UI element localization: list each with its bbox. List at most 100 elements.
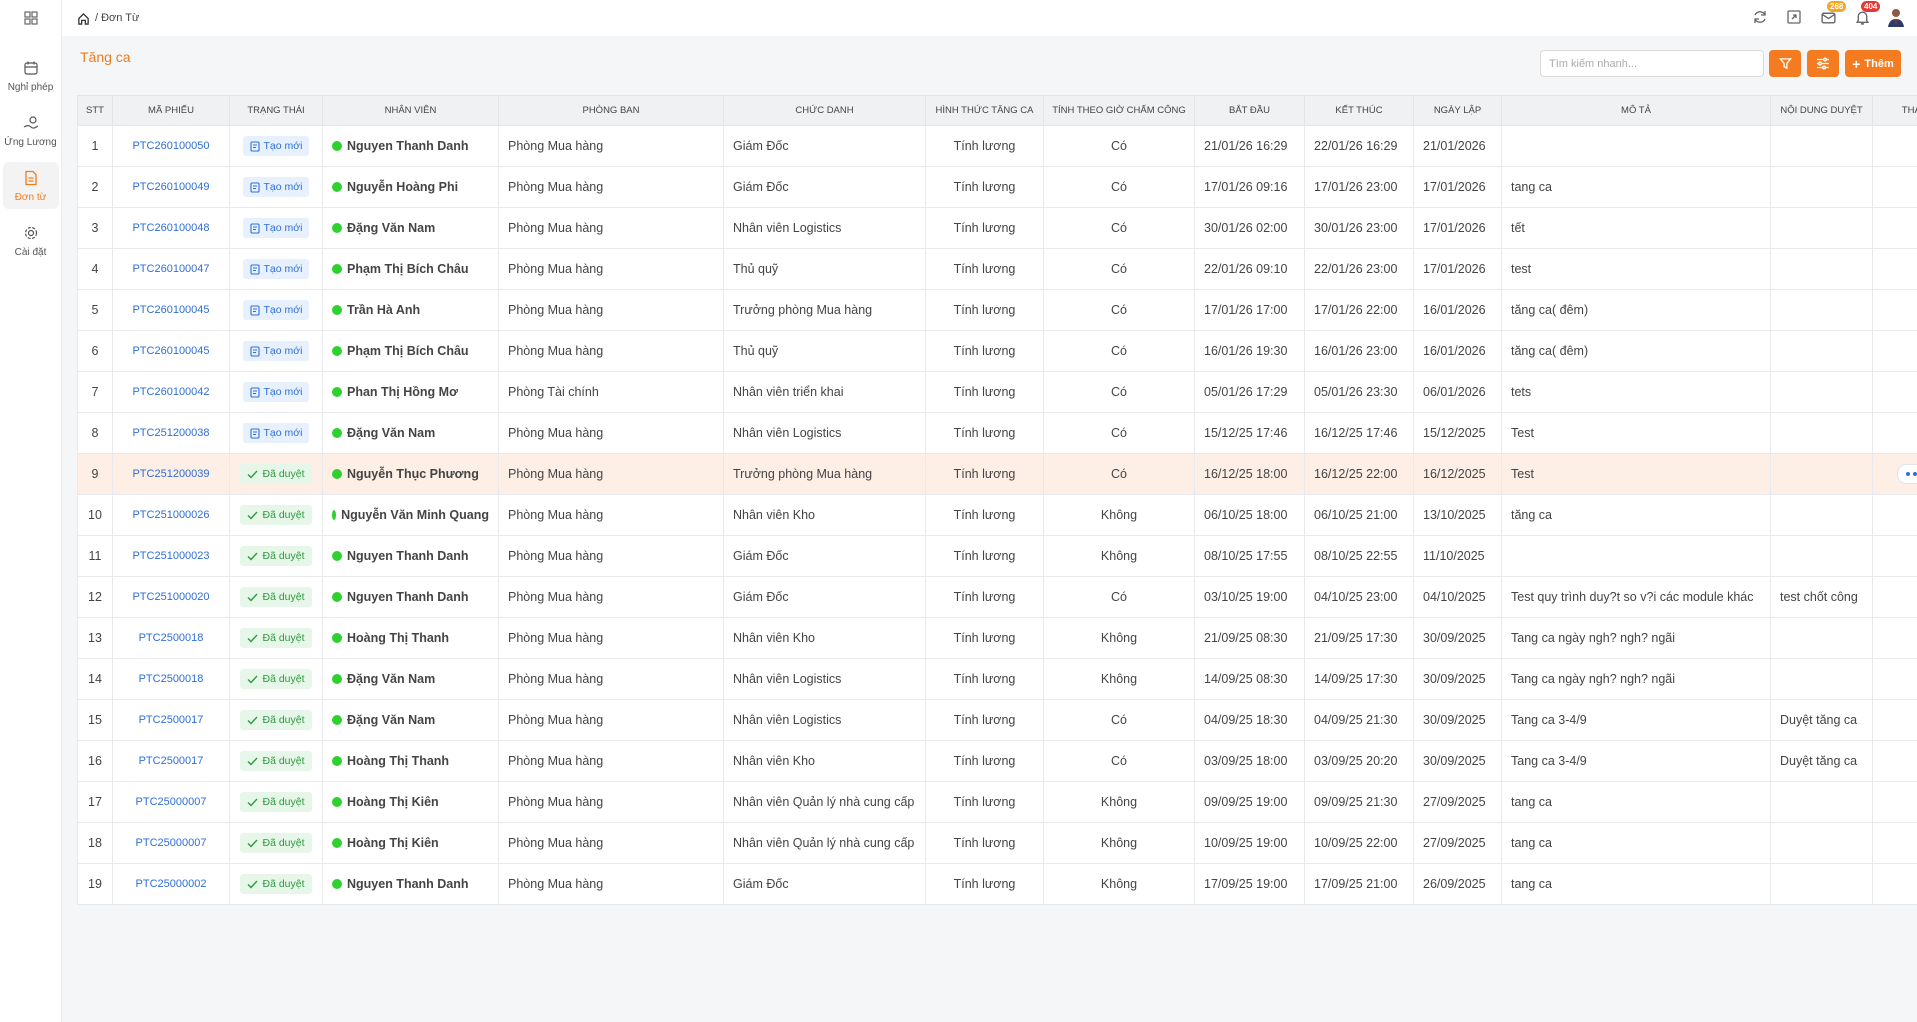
table-row[interactable]: 1 PTC260100050 Tạo mới Nguyen Thanh Danh Phò… <box>77 125 1917 167</box>
table-cell: Duyệt tăng ca <box>1770 740 1873 782</box>
table-cell: 03/09/25 18:00 <box>1194 740 1305 782</box>
status-text: Tạo mới <box>263 181 303 193</box>
table-row[interactable]: 11 PTC251000023 Đã duyệt Nguyen Thanh Danh P… <box>77 535 1917 577</box>
table-row[interactable]: 4 PTC260100047 Tạo mới Phạm Thị Bích Châu Ph… <box>77 248 1917 290</box>
ticket-code[interactable]: PTC25000007 <box>135 796 207 808</box>
table-cell <box>1770 412 1873 454</box>
employee: Trần Hà Anh <box>332 303 489 317</box>
table-row[interactable]: 14 PTC2500018 Đã duyệt Đặng Văn Nam Phòng Mu… <box>77 658 1917 700</box>
table-row[interactable]: 18 PTC25000007 Đã duyệt Hoàng Thị Kiên Phòng… <box>77 822 1917 864</box>
ticket-code[interactable]: PTC2500018 <box>138 632 204 644</box>
table-row[interactable]: 19 PTC25000002 Đã duyệt Nguyen Thanh Danh Ph… <box>77 863 1917 905</box>
ticket-code[interactable]: PTC260100045 <box>132 304 210 316</box>
table-cell: Có <box>1043 371 1195 413</box>
ticket-code[interactable]: PTC25000002 <box>135 878 207 890</box>
apps-button[interactable] <box>0 0 61 36</box>
ticket-code[interactable]: PTC260100047 <box>132 263 210 275</box>
table-cell: Đã duyệt <box>229 535 323 577</box>
employee: Phan Thị Hồng Mơ <box>332 385 489 399</box>
table-cell: Duyệt tăng ca <box>1770 699 1873 741</box>
table-cell: Phòng Mua hàng <box>498 207 724 249</box>
table-cell: Đã duyệt <box>229 740 323 782</box>
ticket-code[interactable]: PTC260100045 <box>132 345 210 357</box>
online-dot <box>332 428 342 438</box>
table-row[interactable]: 6 PTC260100045 Tạo mới Phạm Thị Bích Châu Ph… <box>77 330 1917 372</box>
avatar[interactable] <box>1885 6 1907 28</box>
table-cell: Tính lương <box>925 699 1044 741</box>
table-cell: Phòng Mua hàng <box>498 330 724 372</box>
online-dot <box>332 346 342 356</box>
filter-button[interactable] <box>1769 50 1801 77</box>
notification-button[interactable]: 404 <box>1851 1 1881 28</box>
action-cell <box>1872 207 1917 249</box>
more-button[interactable] <box>1897 464 1917 484</box>
home-icon[interactable] <box>77 12 90 25</box>
table-cell: tang ca <box>1501 863 1771 905</box>
column-header: NHÂN VIÊN <box>322 95 499 126</box>
search-input[interactable]: Tìm kiếm nhanh... <box>1540 50 1764 77</box>
column-settings-button[interactable] <box>1807 50 1839 77</box>
status-badge: Đã duyệt <box>240 751 312 771</box>
ticket-code[interactable]: PTC25000007 <box>135 837 207 849</box>
ticket-code[interactable]: PTC251000026 <box>132 509 210 521</box>
ticket-code[interactable]: PTC2500017 <box>138 755 204 767</box>
ticket-code[interactable]: PTC260100048 <box>132 222 210 234</box>
ticket-code[interactable]: PTC251000023 <box>132 550 210 562</box>
status-icon <box>247 798 258 807</box>
table-cell: Đã duyệt <box>229 576 323 618</box>
ticket-code[interactable]: PTC251000020 <box>132 591 210 603</box>
table-cell: Đã duyệt <box>229 781 323 823</box>
mail-button[interactable]: 268 <box>1817 1 1847 28</box>
status-text: Đã duyệt <box>262 591 305 603</box>
fullscreen-button[interactable] <box>1783 6 1805 28</box>
table-row[interactable]: 7 PTC260100042 Tạo mới Phan Thị Hồng Mơ Phòn… <box>77 371 1917 413</box>
table-cell: test <box>1501 248 1771 290</box>
ticket-code[interactable]: PTC2500017 <box>138 714 204 726</box>
table-cell: Tạo mới <box>229 125 323 167</box>
table-cell: Tính lương <box>925 207 1044 249</box>
table-cell: Không <box>1043 822 1195 864</box>
ticket-code[interactable]: PTC2500018 <box>138 673 204 685</box>
status-icon <box>249 263 260 275</box>
table-row[interactable]: 8 PTC251200038 Tạo mới Đặng Văn Nam Phòng Mu… <box>77 412 1917 454</box>
table-row[interactable]: 9 PTC251200039 Đã duyệt Nguyễn Thục Phương P… <box>77 453 1917 495</box>
status-text: Đã duyệt <box>262 878 305 890</box>
nav-item[interactable]: Ứng Lương <box>3 107 59 154</box>
table-cell: Tính lương <box>925 740 1044 782</box>
table-row[interactable]: 2 PTC260100049 Tạo mới Nguyễn Hoàng Phi Phòn… <box>77 166 1917 208</box>
table-row[interactable]: 13 PTC2500018 Đã duyệt Hoàng Thị Thanh Phòng… <box>77 617 1917 659</box>
nav-item[interactable]: Cài đặt <box>3 217 59 264</box>
table-row[interactable]: 12 PTC251000020 Đã duyệt Nguyen Thanh Danh P… <box>77 576 1917 618</box>
table-cell: Phòng Mua hàng <box>498 289 724 331</box>
employee-name: Nguyen Thanh Danh <box>347 139 469 153</box>
table-row[interactable]: 15 PTC2500017 Đã duyệt Đặng Văn Nam Phòng Mu… <box>77 699 1917 741</box>
table-cell: Thủ quỹ <box>723 248 926 290</box>
table-cell: 17/01/2026 <box>1413 207 1502 249</box>
table-cell: 16/01/2026 <box>1413 330 1502 372</box>
add-button[interactable]: + Thêm <box>1845 50 1901 77</box>
ticket-code[interactable]: PTC260100050 <box>132 140 210 152</box>
table-cell: PTC2500017 <box>112 699 230 741</box>
status-text: Tạo mới <box>263 140 303 152</box>
ticket-code[interactable]: PTC260100049 <box>132 181 210 193</box>
refresh-button[interactable] <box>1749 6 1771 28</box>
table-cell: Phòng Mua hàng <box>498 494 724 536</box>
online-dot <box>332 264 342 274</box>
nav-item-active[interactable]: Đơn từ <box>2 162 59 209</box>
nav-item[interactable]: Nghỉ phép <box>3 52 59 99</box>
table-cell: 14 <box>77 658 113 700</box>
table-row[interactable]: 16 PTC2500017 Đã duyệt Hoàng Thị Thanh Phòng… <box>77 740 1917 782</box>
table-row[interactable]: 3 PTC260100048 Tạo mới Đặng Văn Nam Phòng Mu… <box>77 207 1917 249</box>
table-row[interactable]: 17 PTC25000007 Đã duyệt Hoàng Thị Kiên Phòng… <box>77 781 1917 823</box>
table-row[interactable]: 10 PTC251000026 Đã duyệt Nguyễn Văn Minh Qu… <box>77 494 1917 536</box>
action-cell <box>1872 289 1917 331</box>
table-row[interactable]: 5 PTC260100045 Tạo mới Trần Hà Anh Phòng Mua… <box>77 289 1917 331</box>
table-cell: 17/01/26 22:00 <box>1304 289 1414 331</box>
ticket-code[interactable]: PTC251200039 <box>132 468 210 480</box>
ticket-code[interactable]: PTC260100042 <box>132 386 210 398</box>
employee: Nguyen Thanh Danh <box>332 139 489 153</box>
toolbar-icons: 268 404 <box>1749 1 1907 28</box>
ticket-code[interactable]: PTC251200038 <box>132 427 210 439</box>
employee: Nguyễn Hoàng Phi <box>332 180 489 194</box>
table-cell: Nguyễn Hoàng Phi <box>322 166 499 208</box>
